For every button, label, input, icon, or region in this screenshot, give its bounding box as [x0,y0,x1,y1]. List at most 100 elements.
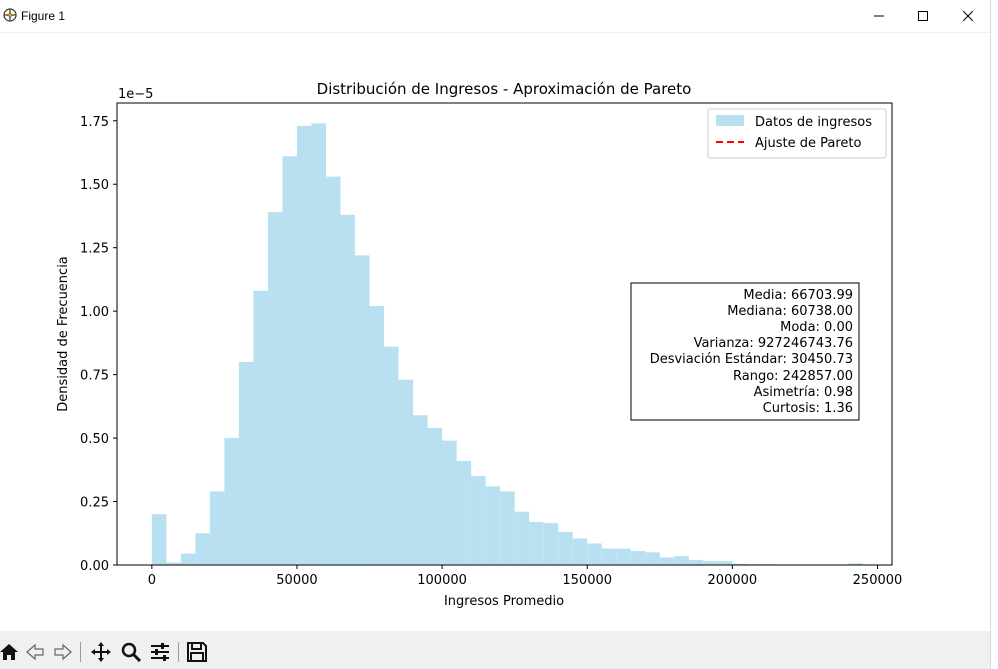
save-icon [187,642,207,662]
y-tick-label: 0.00 [80,559,109,574]
x-tick-label: 250000 [853,573,903,588]
stats-box-frame [630,282,860,421]
stat-variance: Varianza: 927246743.76 [694,336,853,351]
histogram-bar [703,561,718,565]
histogram-bar [195,533,210,565]
stat-kurtosis: Curtosis: 1.36 [763,401,853,416]
x-tick-label: 50000 [276,573,317,588]
chart-canvas: 0 50000 100000 150000 200000 250000 0.000.250… [56,80,903,609]
histogram-bar [311,123,326,566]
stat-median: Mediana: 60738.00 [727,304,853,319]
x-tick-label: 200000 [708,573,758,588]
histogram-bar [427,427,443,565]
legend-label-fit: Ajuste de Pareto [755,136,862,151]
legend-label-data: Datos de ingresos [755,115,872,130]
home-button[interactable] [0,640,21,664]
histogram-bar [456,460,472,565]
histogram-bar [166,562,181,565]
histogram-bar [413,415,428,565]
histogram-bar [355,255,370,566]
stat-skewness: Asimetría: 0.98 [754,385,853,400]
histogram-bar [485,486,501,565]
histogram-bar [558,532,573,565]
toolbar-separator [80,642,81,662]
histogram-bar [282,156,297,566]
back-button[interactable] [23,640,47,664]
stat-mode: Moda: 0.00 [780,320,853,335]
histogram-bar [224,438,239,565]
histogram-bar [442,440,457,565]
histogram-bar [500,491,515,565]
maximize-button[interactable] [900,0,946,32]
pan-button[interactable] [89,640,113,664]
y-offset-label: 1e−5 [118,87,153,102]
histogram-bar [616,548,631,565]
histogram-bar [369,306,385,565]
histogram-bar [674,556,689,565]
legend-frame [707,108,887,159]
y-tick-label: 1.00 [80,305,109,320]
histogram-bar [384,346,399,565]
zoom-icon [121,642,142,663]
save-button[interactable] [185,640,209,664]
stat-range: Rango: 242857.00 [733,369,853,384]
histogram-bar [529,521,544,565]
y-tick-label: 1.50 [80,178,109,193]
x-tick-label: 150000 [562,573,612,588]
histogram-bar [659,557,675,565]
histogram-bar [848,563,863,565]
histogram-bar [732,563,747,565]
histogram-bar [645,552,660,565]
histogram-bar [253,290,268,565]
legend: Datos de ingresos Ajuste de Pareto [707,108,887,159]
histogram-bar [209,491,225,565]
app-icon [3,8,17,22]
y-tick-label: 1.75 [80,115,109,130]
configure-subplots-icon [151,643,169,661]
pan-icon [91,642,111,662]
y-tick-label: 0.25 [80,496,109,511]
stat-std-dev: Desviación Estándar: 30450.73 [650,352,853,367]
histogram-bar [267,212,283,565]
legend-patch-swatch [716,115,744,126]
back-arrow-icon [26,643,44,661]
x-tick-label: 0 [148,573,156,588]
histogram-bar [340,214,356,565]
histogram-bars [151,123,863,566]
window-titlebar: Figure 1 [0,0,990,33]
stats-box: Media: 66703.99 Mediana: 60738.00 Moda: … [630,282,860,421]
minimize-icon [874,15,884,17]
window-title: Figure 1 [21,9,66,23]
histogram-bar [398,379,414,565]
x-tick-label: 100000 [417,573,467,588]
minimize-button[interactable] [856,0,902,32]
close-icon [962,10,974,22]
y-tick-label: 1.25 [80,242,109,257]
histogram-bar [238,361,254,565]
stat-mean: Media: 66703.99 [743,288,853,303]
home-icon [0,644,18,660]
y-axis-label: Densidad de Frecuencia [56,256,71,412]
figure-toolbar [0,631,990,669]
histogram-bar [572,538,588,565]
x-axis-label: Ingresos Promedio [444,594,564,609]
zoom-button[interactable] [119,640,143,664]
y-ticks: 0.00 0.25 0.50 0.75 1.00 1.25 1.50 1.75 [80,115,117,574]
histogram-bar [630,551,646,565]
histogram-bar [688,559,704,565]
histogram-bar [471,476,486,565]
histogram-bar [717,561,733,565]
histogram-bar [325,176,341,565]
background-window-edge [990,0,998,669]
maximize-icon [918,11,928,21]
x-ticks: 0 50000 100000 150000 200000 250000 [148,565,903,588]
forward-arrow-icon [54,643,72,661]
forward-button[interactable] [51,640,75,664]
histogram-bar [296,125,312,565]
configure-subplots-button[interactable] [148,640,172,664]
close-button[interactable] [945,0,991,32]
histogram-bar [543,523,559,565]
y-tick-label: 0.50 [80,432,109,447]
y-tick-label: 0.75 [80,369,109,384]
toolbar-separator [178,642,179,662]
